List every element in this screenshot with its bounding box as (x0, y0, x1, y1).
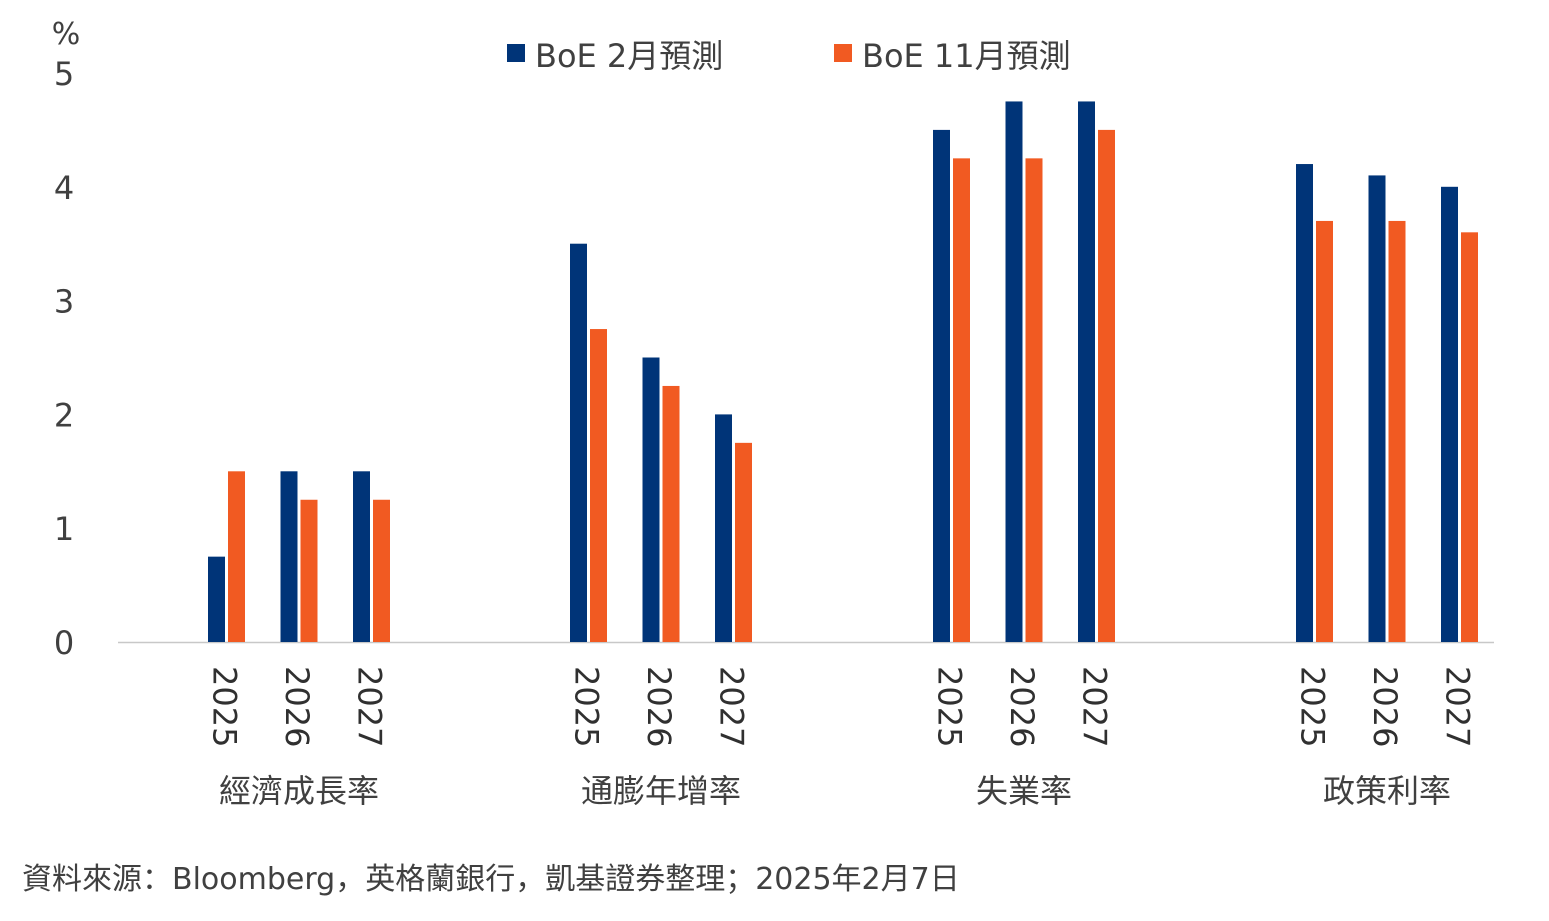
group-label: 通膨年增率 (581, 772, 741, 810)
x-tick-label: 2026 (1366, 666, 1404, 747)
bar-nov-forecast (1098, 129, 1115, 642)
bar-nov-forecast (590, 329, 607, 642)
bar-feb-forecast (208, 556, 225, 642)
bar-nov-forecast (1388, 220, 1406, 642)
source-note: 資料來源：Bloomberg，英格蘭銀行，凱基證券整理；2025年2月7日 (22, 862, 960, 897)
bar-nov-forecast (1461, 232, 1478, 642)
x-tick-label: 2025 (1294, 666, 1332, 747)
bar-feb-forecast (353, 471, 370, 642)
y-tick-label: 0 (54, 624, 74, 662)
y-tick-label: 4 (54, 169, 74, 207)
bar-nov-forecast (953, 158, 970, 642)
bar-feb-forecast (1005, 101, 1023, 642)
bar-feb-forecast (1441, 186, 1458, 643)
x-tick-label: 2026 (1003, 666, 1041, 747)
legend-label-nov: BoE 11月預測 (862, 37, 1071, 75)
y-tick-label: 2 (54, 396, 74, 434)
group-label: 失業率 (976, 772, 1072, 810)
group-label: 政策利率 (1323, 772, 1451, 810)
bar-nov-forecast (373, 499, 390, 642)
x-tick-label: 2025 (206, 666, 244, 747)
bar-feb-forecast (933, 129, 950, 642)
legend-swatch-feb (507, 44, 525, 62)
bar-feb-forecast (1368, 175, 1386, 643)
bar-nov-forecast (1025, 158, 1043, 642)
y-tick-label: 1 (54, 510, 74, 548)
legend-swatch-nov (834, 44, 852, 62)
bar-nov-forecast (228, 471, 245, 642)
x-tick-label: 2027 (1076, 666, 1114, 747)
legend-label-feb: BoE 2月預測 (535, 37, 723, 75)
bar-feb-forecast (570, 243, 587, 642)
x-tick-label: 2027 (351, 666, 389, 747)
x-tick-label: 2026 (640, 666, 678, 747)
bar-nov-forecast (1316, 220, 1333, 642)
bar-nov-forecast (735, 442, 752, 642)
bar-feb-forecast (715, 414, 732, 642)
x-tick-label: 2027 (713, 666, 751, 747)
bar-feb-forecast (1296, 164, 1313, 643)
bar-feb-forecast (1078, 101, 1095, 642)
x-tick-label: 2026 (278, 666, 316, 747)
bar-nov-forecast (662, 385, 680, 642)
x-tick-label: 2027 (1439, 666, 1477, 747)
y-axis-unit-label: % (52, 17, 81, 52)
bar-nov-forecast (300, 499, 318, 642)
x-tick-label: 2025 (931, 666, 969, 747)
bar-feb-forecast (642, 357, 660, 642)
x-tick-label: 2025 (568, 666, 606, 747)
y-tick-label: 5 (54, 55, 74, 93)
bar-feb-forecast (280, 471, 298, 642)
y-tick-label: 3 (54, 283, 74, 321)
group-label: 經濟成長率 (219, 772, 379, 810)
